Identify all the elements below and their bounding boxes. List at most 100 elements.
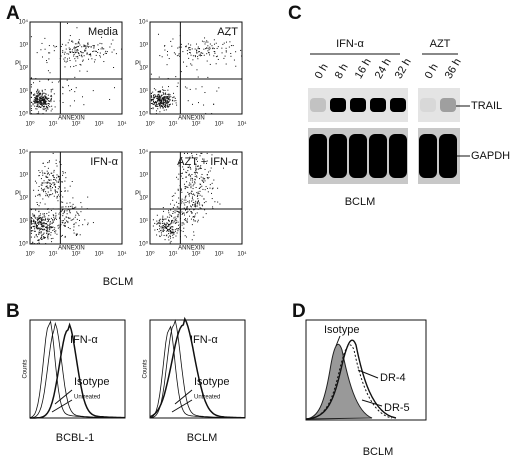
event-dot	[71, 219, 73, 221]
event-dot	[233, 59, 235, 61]
event-dot	[153, 97, 155, 99]
event-dot	[150, 95, 152, 97]
y-tick-label: 10³	[19, 173, 28, 179]
event-dot	[47, 105, 49, 107]
event-dot	[42, 188, 44, 190]
event-dot	[62, 86, 64, 88]
event-dot	[190, 192, 192, 194]
event-dot	[195, 159, 197, 161]
event-dot	[71, 205, 73, 207]
event-dot	[187, 201, 189, 203]
event-dot	[48, 196, 50, 198]
event-dot	[203, 104, 205, 106]
x-tick-label: 10¹	[49, 252, 58, 258]
event-dot	[36, 90, 38, 92]
curve-label: IFN-α	[70, 334, 98, 346]
event-dot	[177, 228, 179, 230]
event-dot	[62, 171, 64, 173]
event-dot	[46, 182, 48, 184]
event-dot	[154, 102, 156, 104]
event-dot	[61, 220, 63, 222]
event-dot	[77, 41, 79, 43]
event-dot	[47, 172, 49, 174]
event-dot	[155, 113, 157, 115]
event-dot	[170, 226, 172, 228]
event-dot	[42, 213, 44, 215]
event-dot	[191, 190, 193, 192]
event-dot	[150, 73, 152, 75]
event-dot	[33, 230, 35, 232]
event-dot	[186, 212, 188, 214]
event-dot	[196, 165, 198, 167]
event-dot	[177, 47, 179, 49]
event-dot	[192, 201, 194, 203]
event-dot	[36, 100, 38, 102]
event-dot	[196, 50, 198, 52]
event-dot	[164, 49, 166, 51]
event-dot	[113, 67, 115, 69]
event-dot	[47, 103, 49, 105]
event-dot	[166, 101, 168, 103]
event-dot	[83, 46, 85, 48]
event-dot	[160, 105, 162, 107]
event-dot	[161, 56, 163, 58]
event-dot	[60, 211, 62, 213]
event-dot	[179, 35, 181, 37]
event-dot	[50, 183, 52, 185]
event-dot	[166, 64, 168, 66]
band-gapdh	[349, 134, 367, 178]
event-dot	[65, 48, 67, 50]
event-dot	[163, 101, 165, 103]
event-dot	[197, 219, 199, 221]
event-dot	[176, 104, 178, 106]
event-dot	[162, 222, 164, 224]
panel-label: C	[288, 3, 302, 24]
event-dot	[189, 49, 191, 51]
event-dot	[41, 90, 43, 92]
event-dot	[180, 46, 182, 48]
event-dot	[183, 223, 185, 225]
event-dot	[35, 224, 37, 226]
event-dot	[215, 42, 217, 44]
event-dot	[67, 190, 69, 192]
event-dot	[83, 44, 85, 46]
event-dot	[32, 104, 34, 106]
event-dot	[166, 54, 168, 56]
event-dot	[215, 56, 217, 58]
event-dot	[165, 227, 167, 229]
event-dot	[180, 172, 182, 174]
x-tick-label: 10⁰	[145, 251, 155, 258]
event-dot	[188, 184, 190, 186]
event-dot	[75, 222, 77, 224]
event-dot	[35, 233, 37, 235]
event-dot	[199, 194, 201, 196]
curve-label: Isotype	[194, 376, 229, 388]
event-dot	[86, 208, 88, 210]
event-dot	[196, 195, 198, 197]
event-dot	[203, 198, 205, 200]
event-dot	[50, 98, 52, 100]
event-dot	[192, 199, 194, 201]
event-dot	[42, 225, 44, 227]
event-dot	[158, 100, 160, 102]
event-dot	[190, 193, 192, 195]
event-dot	[37, 228, 39, 230]
event-dot	[156, 101, 158, 103]
event-dot	[33, 100, 35, 102]
event-dot	[46, 230, 48, 232]
event-dot	[169, 227, 171, 229]
event-dot	[79, 70, 81, 72]
event-dot	[61, 206, 63, 208]
event-dot	[47, 167, 49, 169]
event-dot	[207, 45, 209, 47]
event-dot	[169, 99, 171, 101]
event-dot	[182, 212, 184, 214]
event-dot	[60, 164, 62, 166]
event-dot	[186, 186, 188, 188]
event-dot	[206, 40, 208, 42]
event-dot	[165, 235, 167, 237]
event-dot	[95, 50, 97, 52]
event-dot	[202, 180, 204, 182]
event-dot	[67, 216, 69, 218]
event-dot	[160, 101, 162, 103]
